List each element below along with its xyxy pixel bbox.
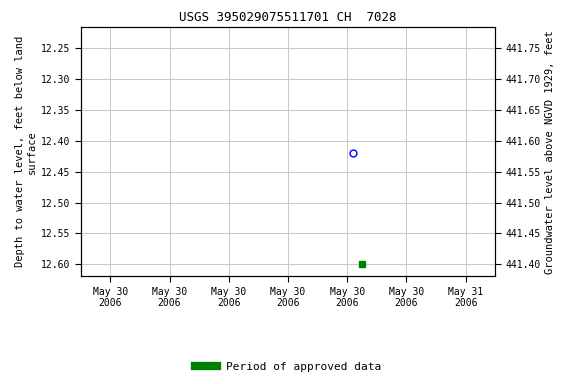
Y-axis label: Groundwater level above NGVD 1929, feet: Groundwater level above NGVD 1929, feet xyxy=(545,30,555,273)
Legend: Period of approved data: Period of approved data xyxy=(191,358,385,377)
Title: USGS 395029075511701 CH  7028: USGS 395029075511701 CH 7028 xyxy=(179,11,397,24)
Y-axis label: Depth to water level, feet below land
surface: Depth to water level, feet below land su… xyxy=(15,36,37,267)
